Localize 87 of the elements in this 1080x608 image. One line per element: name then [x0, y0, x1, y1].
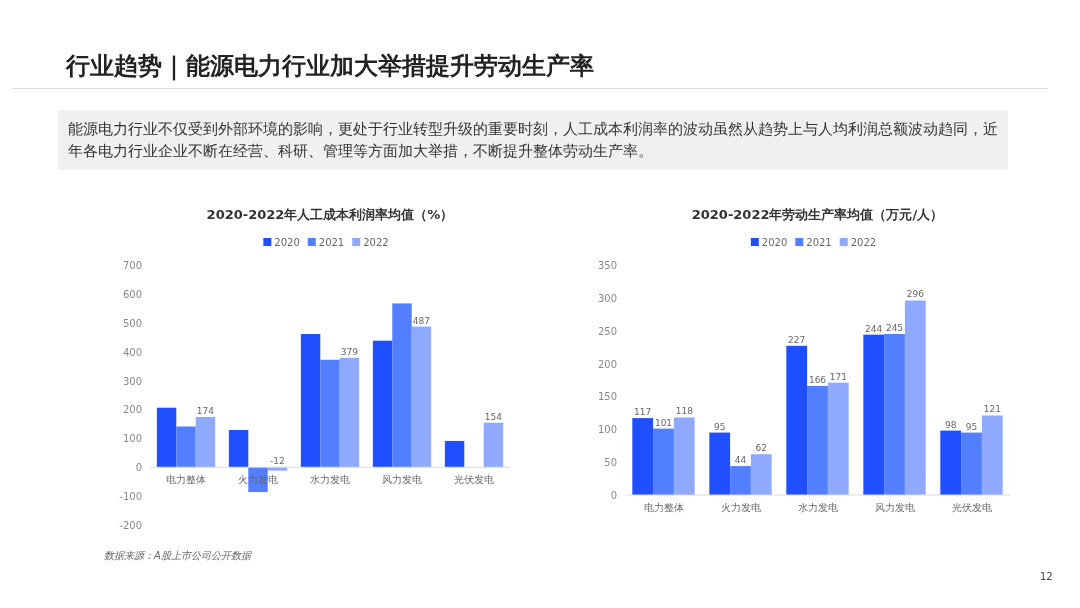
bar [228, 429, 249, 468]
bar [884, 334, 905, 495]
y-tick-label: 100 [122, 433, 142, 445]
bar [483, 422, 504, 468]
y-tick-label: 400 [122, 346, 142, 358]
bar [807, 385, 828, 495]
bar [730, 466, 751, 495]
bar [176, 426, 196, 468]
bar [195, 416, 216, 468]
bar [320, 359, 340, 468]
y-tick-label: 50 [604, 457, 617, 469]
bar [904, 300, 926, 495]
x-tick-label: 水力发电 [797, 502, 838, 513]
bar [786, 345, 808, 495]
data-label: 95 [713, 421, 726, 432]
y-tick-label: 350 [597, 260, 617, 271]
y-tick-label: 200 [122, 404, 142, 416]
data-label: -12 [270, 456, 285, 467]
x-tick-label: 火力发电 [720, 502, 761, 513]
data-label: 154 [484, 411, 503, 422]
bar [411, 326, 432, 468]
y-tick-label: -200 [119, 520, 142, 531]
data-label: 121 [983, 404, 1001, 415]
data-label: 62 [755, 443, 768, 454]
y-tick-label: -100 [119, 491, 142, 503]
chart-title: 2020-2022年劳动生产率均值（万元/人） [691, 207, 944, 222]
x-tick-label: 电力整体 [643, 502, 684, 513]
data-label: 174 [196, 405, 215, 416]
data-label: 117 [634, 407, 652, 418]
bar [863, 334, 885, 495]
bar [339, 357, 360, 468]
y-tick-label: 700 [122, 260, 142, 271]
data-label: 487 [412, 315, 431, 326]
bar [653, 428, 674, 495]
data-label: 171 [829, 371, 847, 382]
data-label: 244 [865, 323, 883, 334]
y-tick-label: 0 [610, 490, 617, 501]
legend-label: 2020 [761, 237, 788, 248]
y-tick-label: 500 [122, 317, 142, 329]
bar [372, 340, 393, 468]
y-tick-label: 100 [597, 424, 617, 436]
y-tick-label: 200 [597, 358, 617, 370]
bar [673, 417, 695, 495]
y-tick-label: 300 [597, 292, 617, 304]
bar [827, 382, 849, 495]
text: 能源电力行业不仅受到外部环境的影响，更处于行业转型升级的重要时刻，人工成本利润率的波动虽然从趋势上与人均利润总额波动趋同，近年各电力行业企业不断在经营、科研、管理等方面加大举措，不断提升整体劳动生产率。 [58, 110, 1008, 170]
bar [632, 418, 654, 495]
data-label: 379 [340, 346, 359, 357]
x-tick-label: 电力整体 [166, 474, 206, 486]
x-tick-label: 水力发电 [310, 474, 350, 486]
x-tick-label: 光伏发电 [951, 502, 992, 513]
data-label: 44 [734, 455, 747, 466]
bar [300, 334, 321, 468]
bar [709, 432, 731, 495]
bar [961, 432, 982, 495]
x-tick-label: 光伏发电 [454, 474, 494, 486]
text: 行业趋势｜能源电力行业加大举措提升劳动生产率 [66, 51, 594, 82]
data-label: 101 [654, 417, 673, 428]
bar [156, 407, 177, 468]
bar [392, 303, 412, 468]
data-label: 118 [675, 406, 694, 417]
bar [750, 454, 772, 495]
legend-label: 2020 [274, 237, 300, 248]
y-tick-label: 250 [597, 325, 617, 337]
y-tick-label: 600 [122, 288, 142, 300]
data-label: 95 [965, 421, 978, 432]
x-tick-label: 火力发电 [238, 474, 278, 486]
source-note: 数据来源：A股上市公司公开数据 [104, 549, 251, 563]
x-tick-label: 风力发电 [874, 502, 915, 513]
data-label: 166 [808, 374, 827, 385]
x-tick-label: 风力发电 [382, 474, 422, 486]
legend-label: 2022 [850, 237, 877, 248]
y-tick-label: 150 [597, 391, 617, 403]
data-label: 245 [885, 323, 904, 333]
chart-title: 2020-2022年人工成本利润率均值（%） [206, 207, 454, 222]
bar [940, 430, 962, 495]
legend-label: 2022 [363, 237, 389, 248]
data-label: 227 [788, 334, 806, 345]
legend-label: 2021 [806, 237, 832, 248]
bar [444, 440, 465, 468]
data-label: 296 [906, 289, 925, 300]
data-label: 98 [944, 419, 957, 430]
y-tick-label: 0 [135, 462, 142, 474]
text: 12 [1040, 571, 1053, 582]
legend-label: 2021 [318, 237, 345, 248]
y-tick-label: 300 [122, 375, 142, 387]
bar [981, 415, 1003, 495]
